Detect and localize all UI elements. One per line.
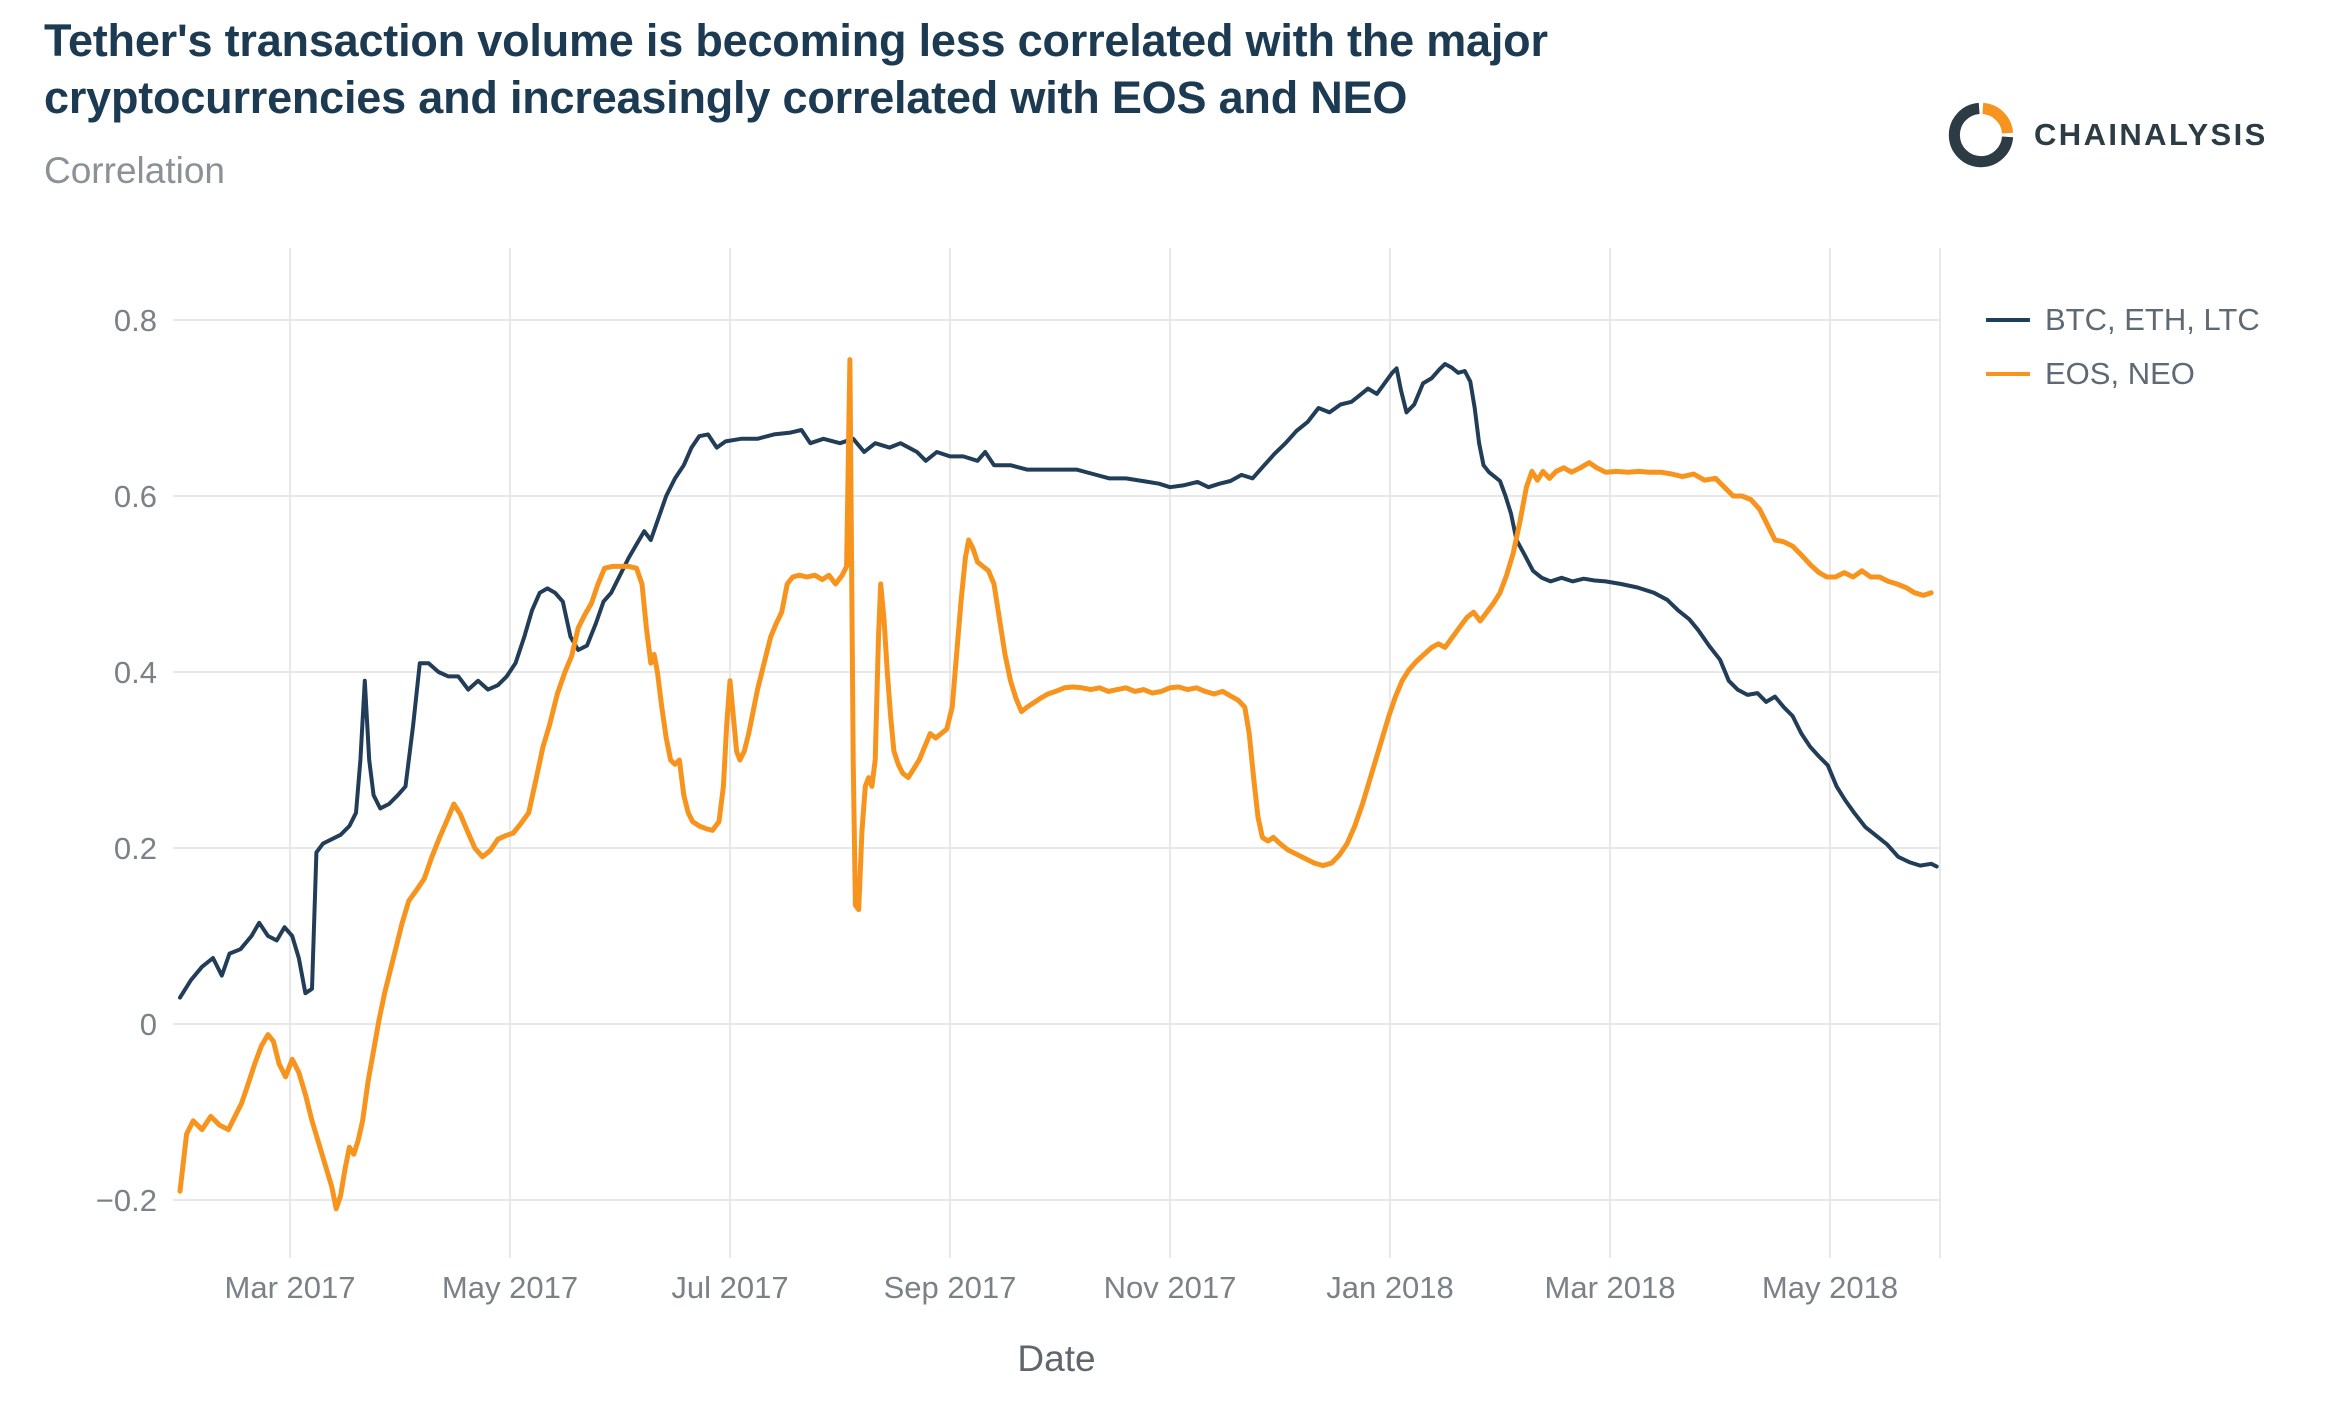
x-tick-label: May 2018 — [1762, 1270, 1898, 1305]
chart-title-line2: cryptocurrencies and increasingly correl… — [44, 72, 1408, 123]
y-tick-label: 0.8 — [114, 303, 157, 338]
y-tick-label: −0.2 — [96, 1183, 157, 1218]
y-tick-label: 0.6 — [114, 479, 157, 514]
legend-item-eos-neo: EOS, NEO — [1986, 347, 2260, 401]
legend-label-eos-neo: EOS, NEO — [2045, 356, 2195, 391]
series-line-eos-neo — [177, 357, 1934, 1212]
y-tick-label: 0.2 — [114, 831, 157, 866]
y-tick-label: 0 — [140, 1007, 157, 1042]
legend-item-btc-eth-ltc: BTC, ETH, LTC — [1986, 293, 2260, 347]
x-tick-label: Mar 2018 — [1545, 1270, 1676, 1305]
x-tick-label: Jul 2017 — [671, 1270, 788, 1305]
legend-swatch-eos-neo — [1986, 372, 2030, 376]
y-axis-caption: Correlation — [44, 150, 225, 191]
x-tick-label: Nov 2017 — [1104, 1270, 1237, 1305]
chart-title: Tether's transaction volume is becoming … — [44, 12, 1944, 126]
chainalysis-logo-icon — [1948, 102, 2014, 168]
x-axis-label: Date — [1017, 1338, 1096, 1379]
y-tick-label: 0.4 — [114, 655, 157, 690]
x-tick-label: Jan 2018 — [1326, 1270, 1454, 1305]
brand-wordmark: CHAINALYSIS — [2034, 117, 2268, 152]
x-tick-label: May 2017 — [442, 1270, 578, 1305]
x-tick-label: Mar 2017 — [225, 1270, 356, 1305]
series-line-btc-eth-ltc — [178, 362, 1939, 1000]
legend-label-btc-eth-ltc: BTC, ETH, LTC — [2045, 302, 2260, 337]
chainalysis-logo: CHAINALYSIS — [1944, 98, 2268, 172]
chart-title-line1: Tether's transaction volume is becoming … — [44, 15, 1548, 66]
legend-swatch-btc-eth-ltc — [1986, 318, 2030, 322]
x-tick-label: Sep 2017 — [884, 1270, 1017, 1305]
legend: BTC, ETH, LTC EOS, NEO — [1986, 293, 2260, 401]
